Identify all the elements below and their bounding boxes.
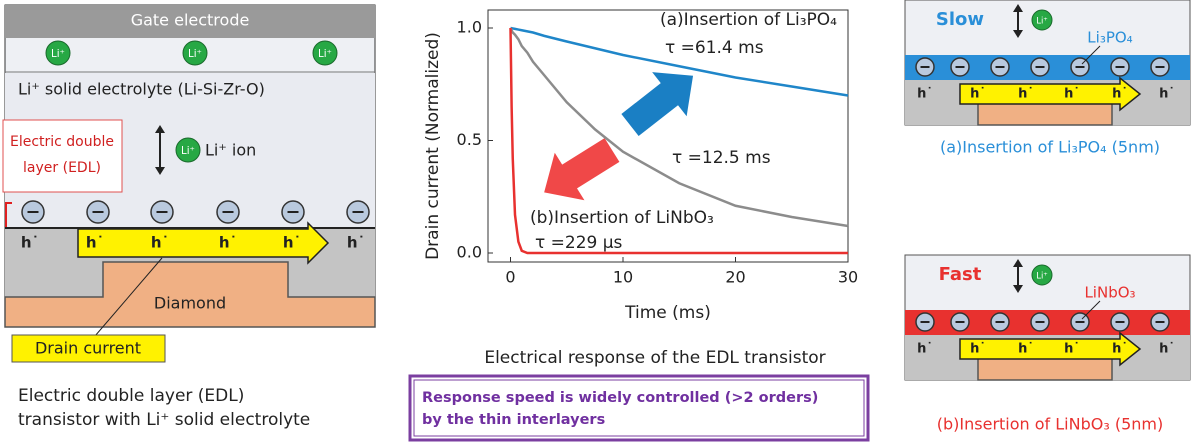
- ion: [175, 137, 201, 163]
- x-tick-label: 0: [505, 268, 515, 287]
- hole-label: h˙: [1159, 342, 1175, 357]
- ion-label: Li⁺: [318, 49, 332, 60]
- arrow-head: [1013, 285, 1023, 293]
- gate-label: Gate electrode: [131, 11, 250, 30]
- gate-electrode: [5, 5, 375, 38]
- ion: [182, 40, 208, 66]
- ion-text: Li⁺ ion: [205, 141, 256, 160]
- note-box: [408, 374, 870, 442]
- plot-frame: [487, 9, 849, 263]
- ion: [45, 40, 71, 66]
- hole-label: h˙: [1018, 87, 1034, 102]
- drain-label: Drain current: [35, 339, 141, 358]
- hole-label: h˙: [970, 342, 986, 357]
- x-axis-label: Time (ms): [624, 303, 711, 323]
- ion: [312, 40, 338, 66]
- ion: [1031, 264, 1053, 286]
- arrow-head: [1013, 30, 1023, 38]
- note-box-inner: [413, 379, 865, 437]
- ion-label: Li⁺: [188, 49, 202, 60]
- annotation: τ =61.4 ms: [665, 38, 764, 58]
- hole-label: h˙: [219, 234, 237, 252]
- trend-arrow: [544, 138, 620, 201]
- ion: [1031, 9, 1053, 31]
- arrow-head: [155, 167, 165, 175]
- substrate-label: Diamond: [154, 294, 226, 313]
- note: Response speed is widely controlled (>2 …: [422, 390, 818, 406]
- hole-label: h˙: [917, 87, 933, 102]
- x-tick-label: 30: [838, 268, 858, 287]
- y-axis-label: Drain current (Normalized): [423, 32, 443, 260]
- electrolyte-label: Li⁺ solid electrolyte (Li-Si-Zr-O): [18, 80, 265, 99]
- leader: [1081, 45, 1101, 65]
- y-tick-label: 1.0: [457, 18, 482, 37]
- layer-label: Li₃PO₄: [1087, 29, 1132, 47]
- edl-box: [2, 119, 123, 193]
- edl-label: layer (EDL): [23, 160, 101, 176]
- leader: [94, 257, 163, 337]
- ion-label: Li⁺: [51, 49, 65, 60]
- hole-label: h˙: [970, 87, 986, 102]
- diamond: [4, 261, 376, 328]
- series-line: [510, 26, 849, 97]
- y-tick-label: 0.5: [457, 130, 482, 149]
- hole-label: h˙: [1064, 342, 1080, 357]
- leader: [1081, 300, 1101, 320]
- hole-label: h˙: [86, 234, 104, 252]
- arrow-head: [155, 125, 165, 133]
- edl-label: Electric double: [10, 134, 114, 150]
- hole-label: h˙: [347, 234, 365, 252]
- annotation: τ =229 μs: [535, 233, 623, 253]
- panel-caption: (b)Insertion of LiNbO₃ (5nm): [937, 415, 1163, 434]
- hole-label: h˙: [1112, 87, 1128, 102]
- caption: Electric double layer (EDL): [18, 386, 244, 406]
- note: by the thin interlayers: [422, 412, 605, 428]
- layer-label: LiNbO₃: [1084, 284, 1135, 302]
- arrow-head: [1013, 259, 1023, 267]
- panel-caption: (a)Insertion of Li₃PO₄ (5nm): [940, 138, 1160, 157]
- current-arrow: [77, 221, 330, 265]
- x-tick-label: 20: [725, 268, 745, 287]
- trend-arrow: [621, 72, 694, 137]
- annotation: τ =12.5 ms: [672, 148, 771, 168]
- hole-label: h˙: [917, 342, 933, 357]
- ion-label: Li⁺: [1036, 272, 1048, 282]
- hole-label: h˙: [1112, 342, 1128, 357]
- arrow-head: [1013, 4, 1023, 12]
- series-line: [509, 27, 849, 228]
- annotation: (a)Insertion of Li₃PO₄: [660, 10, 837, 30]
- hole-label: h˙: [21, 234, 39, 252]
- chart-caption: Electrical response of the EDL transisto…: [484, 348, 825, 368]
- y-tick-label: 0.0: [457, 243, 482, 262]
- ion-label: Li⁺: [181, 146, 195, 157]
- annotation: (b)Insertion of LiNbO₃: [530, 208, 714, 228]
- drain-box: [11, 334, 166, 363]
- caption: transistor with Li⁺ solid electrolyte: [18, 410, 310, 430]
- ion-label: Li⁺: [1036, 17, 1048, 27]
- speed-label: Slow: [936, 9, 984, 30]
- hole-label: h˙: [1159, 87, 1175, 102]
- x-tick-label: 10: [613, 268, 633, 287]
- current-arrow: [959, 331, 1142, 367]
- current-arrow: [959, 76, 1142, 112]
- series-line: [509, 27, 848, 255]
- hole-label: h˙: [283, 234, 301, 252]
- hole-label: h˙: [1064, 87, 1080, 102]
- hole-label: h˙: [151, 234, 169, 252]
- hole-label: h˙: [1018, 342, 1034, 357]
- speed-label: Fast: [939, 264, 982, 285]
